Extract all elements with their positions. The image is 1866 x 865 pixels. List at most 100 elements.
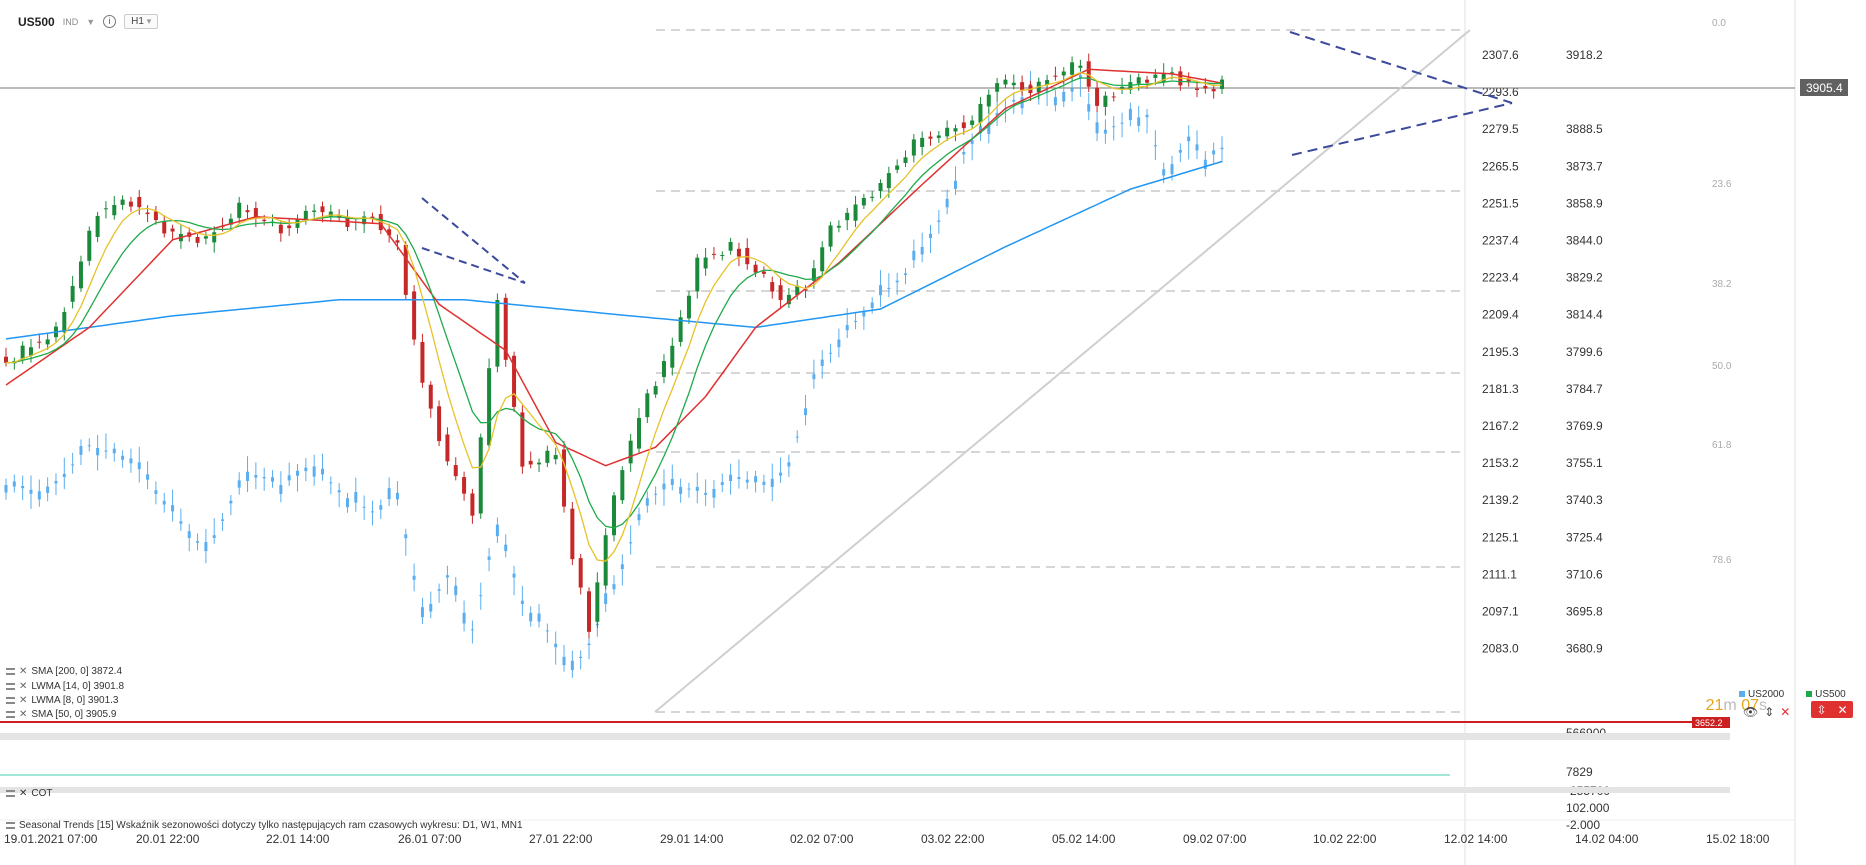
y-left-tick-label: 2279.5: [1482, 122, 1519, 136]
us2000-candle: [1062, 91, 1066, 102]
series-tag-us2000[interactable]: US2000: [1739, 689, 1784, 700]
us2000-candle: [912, 250, 916, 261]
close-icon[interactable]: ✕: [19, 709, 28, 720]
us2000-candle: [745, 479, 749, 483]
us500-candle: [37, 341, 42, 343]
us500-candle: [553, 455, 558, 460]
us2000-candle: [379, 505, 383, 510]
close-icon[interactable]: ✕: [1780, 705, 1791, 719]
us2000-candle: [121, 455, 125, 460]
us2000-candle: [271, 477, 275, 482]
us500-candle: [936, 135, 941, 138]
us2000-candle: [254, 475, 258, 478]
us500-candle: [778, 285, 783, 300]
y-right-tick-label: 3918.2: [1566, 48, 1603, 62]
us500-candle: [953, 128, 958, 132]
us500-candle: [387, 229, 392, 236]
us500-candle: [278, 224, 283, 234]
close-icon[interactable]: ✕: [19, 666, 28, 677]
close-icon[interactable]: ✕: [1837, 702, 1848, 717]
support-trendline: [654, 29, 1471, 713]
us500-candle: [428, 384, 433, 409]
us2000-candle: [1112, 126, 1116, 128]
timeframe-select[interactable]: H1 ▾: [124, 14, 159, 29]
us2000-candle: [937, 220, 941, 222]
us500-candle: [1145, 79, 1150, 83]
legend-label: SMA [50, 0] 3905.9: [31, 709, 117, 720]
symbol-dropdown-chevron-icon[interactable]: ▼: [86, 16, 96, 27]
us500-candle: [62, 312, 67, 333]
us500-candle: [1086, 61, 1091, 87]
us2000-candle: [1137, 117, 1141, 126]
x-tick-label: 22.01 14:00: [266, 832, 330, 846]
us500-candle: [512, 355, 517, 407]
us500-candle: [312, 210, 317, 212]
us2000-candle: [545, 630, 549, 632]
timeframe-chevron-down-icon: ▾: [146, 16, 152, 26]
us2000-candle: [1153, 145, 1157, 147]
us500-candle: [845, 212, 850, 221]
us500-candle: [520, 412, 525, 467]
us2000-candle: [512, 573, 516, 578]
us2000-candle: [687, 488, 691, 490]
us2000-candle: [71, 464, 75, 466]
us2000-candle: [287, 475, 291, 481]
us2000-candle: [437, 589, 441, 591]
us500-candle: [1211, 88, 1216, 92]
series-tag-us500[interactable]: US500: [1806, 689, 1846, 700]
x-tick-label: 26.01 07:00: [398, 832, 462, 846]
us2000-candle: [179, 521, 183, 524]
menu-icon[interactable]: [6, 822, 15, 829]
us2000-candle: [854, 321, 858, 323]
y-right-tick-label: 3784.7: [1566, 382, 1603, 396]
symbol-name[interactable]: US500: [18, 14, 55, 29]
menu-icon[interactable]: [6, 790, 15, 797]
us500-candle: [562, 449, 567, 507]
us500-candle: [853, 204, 858, 221]
us500-candle: [686, 295, 691, 319]
legend-item-sma200: ✕ SMA [200, 0] 3872.4: [6, 666, 122, 677]
us2000-controls: 👁 ⇕ ✕: [1743, 705, 1790, 719]
fib-level-label: 23.6: [1712, 179, 1732, 190]
us500-candle: [262, 219, 267, 222]
us500-candle: [1136, 77, 1141, 84]
us500-candle: [395, 240, 400, 243]
info-icon[interactable]: i: [103, 15, 117, 28]
us2000-candle: [395, 492, 399, 500]
swatch: [1806, 691, 1813, 697]
us500-candle: [4, 356, 8, 363]
us2000-candle: [329, 482, 333, 484]
timer-m-unit: m: [1723, 697, 1737, 714]
scale-icon[interactable]: ⇳: [1816, 702, 1827, 717]
us2000-candle: [737, 477, 741, 479]
y-right-tick-label: 3755.1: [1566, 456, 1603, 470]
us2000-candle: [920, 246, 924, 255]
us2000-candle: [754, 476, 758, 483]
us2000-candle: [579, 656, 583, 658]
us500-candle: [728, 241, 733, 251]
us2000-candle: [21, 485, 25, 489]
y-right-tick-label: 3858.9: [1566, 196, 1603, 210]
close-icon[interactable]: ✕: [19, 788, 28, 799]
lwma14-line: [5, 77, 1223, 529]
x-tick-label: 29.01 14:00: [660, 832, 724, 846]
us500-candle: [928, 136, 933, 139]
us2000-candle: [221, 519, 225, 521]
us2000-candle: [945, 198, 949, 208]
menu-icon[interactable]: [6, 668, 15, 675]
sort-arrows-icon[interactable]: ⇕: [1764, 705, 1775, 719]
us2000-candle: [820, 359, 824, 366]
us500-candle: [328, 211, 333, 217]
us500-candle: [920, 137, 925, 148]
x-tick-label: 12.02 14:00: [1444, 832, 1508, 846]
close-icon[interactable]: ✕: [19, 695, 28, 706]
menu-icon[interactable]: [6, 683, 15, 690]
us2000-candle: [237, 480, 241, 488]
menu-icon[interactable]: [6, 697, 15, 704]
us500-candle: [453, 465, 458, 477]
close-icon[interactable]: ✕: [19, 681, 28, 692]
us500-candle: [753, 264, 758, 273]
menu-icon[interactable]: [6, 711, 15, 718]
eye-icon[interactable]: 👁: [1743, 705, 1759, 719]
